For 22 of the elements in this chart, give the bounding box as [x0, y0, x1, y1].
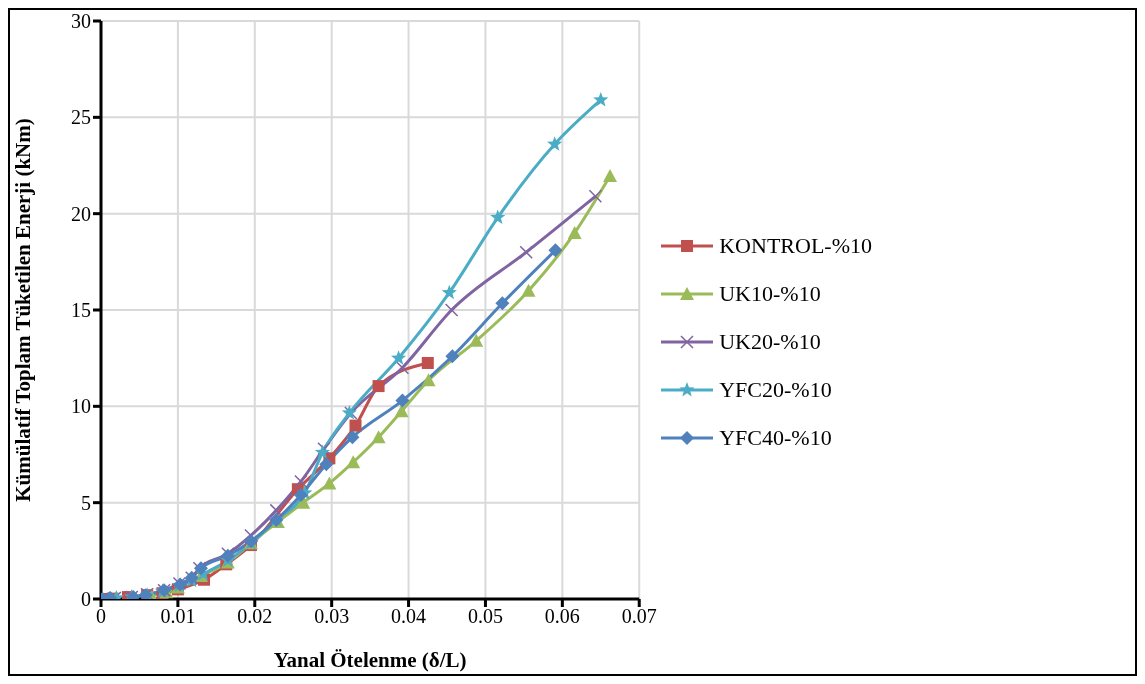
x-tick-label: 0.01 — [160, 605, 196, 628]
x-tick-label: 0.05 — [467, 605, 503, 628]
legend-label: YFC20-%10 — [719, 377, 832, 403]
x-axis-title: Yanal Ötelenme (δ/L) — [273, 648, 467, 672]
x-tick-label: 0.03 — [314, 605, 350, 628]
x-tick-label: 0.02 — [237, 605, 273, 628]
y-tick-label: 10 — [71, 395, 91, 418]
y-tick-label: 25 — [71, 106, 91, 129]
y-tick-label: 5 — [81, 491, 91, 514]
x-tick-label: 0.04 — [391, 605, 427, 628]
x-tick-label: 0.07 — [621, 605, 657, 628]
y-tick-label: 20 — [71, 202, 91, 225]
y-tick-label: 0 — [81, 588, 91, 611]
x-tick-label: 0 — [96, 605, 106, 628]
legend-label: UK10-%10 — [719, 281, 821, 307]
x-tick-label: 0.06 — [544, 605, 580, 628]
legend-label: UK20-%10 — [719, 329, 821, 355]
legend-label: KONTROL-%10 — [719, 233, 872, 259]
y-tick-label: 30 — [71, 10, 91, 33]
legend-label: YFC40-%10 — [719, 425, 832, 451]
y-axis-title: Kümülatif Toplam Tüketilen Enerji (kNm) — [11, 118, 36, 502]
y-tick-label: 15 — [71, 299, 91, 322]
